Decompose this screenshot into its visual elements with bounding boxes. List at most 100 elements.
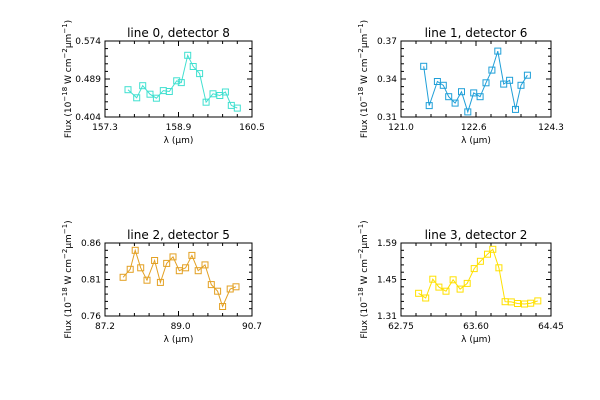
data-point	[232, 283, 240, 291]
y-tick-label: 0.404	[75, 113, 101, 123]
y-axis-label-part: −18	[357, 287, 365, 302]
y-axis-label-base: Flux (10	[64, 101, 74, 138]
y-axis-label-part: −1	[357, 23, 365, 33]
plot-frame	[400, 242, 552, 317]
chart-title: line 1, detector 6	[425, 26, 528, 40]
y-axis-label-part: )	[64, 220, 74, 224]
data-point	[143, 276, 151, 284]
y-axis-label-part: W cm	[360, 59, 370, 87]
data-point	[189, 63, 197, 70]
data-point	[439, 81, 447, 89]
x-tick-label: 122.6	[461, 123, 487, 133]
x-tick-label: 63.60	[463, 322, 489, 332]
data-point	[124, 86, 132, 94]
data-point	[177, 79, 185, 87]
data-point	[233, 104, 241, 112]
series-line	[423, 50, 528, 114]
x-axis-label: λ (μm)	[164, 335, 194, 345]
y-axis-label-part: W cm	[360, 259, 370, 287]
y-tick-label: 0.76	[81, 312, 101, 322]
data-point	[219, 303, 227, 310]
y-axis-label-part: W cm	[64, 259, 74, 287]
y-axis-label-part: −1	[61, 224, 69, 234]
chart-panel-2: line 2, detector 5 87.2 89.0 90.7 0.76 0.81 0.…	[61, 220, 262, 345]
data-point	[451, 99, 459, 107]
y-tick-label: 1.45	[377, 276, 397, 286]
y-tick-label: 0.34	[377, 75, 397, 85]
data-point	[476, 257, 484, 265]
data-point	[463, 279, 471, 287]
data-point	[435, 283, 443, 291]
data-point	[470, 89, 478, 97]
data-point	[484, 250, 491, 258]
x-tick-label: 64.45	[538, 322, 564, 332]
data-point	[514, 300, 521, 307]
y-axis-label-base: Flux (10	[360, 101, 370, 138]
data-point	[202, 98, 210, 106]
chart-panel-1: line 1, detector 6 121.0 122.6 124.3 0.31 0.3…	[357, 20, 564, 146]
data-point	[182, 264, 190, 272]
y-axis-label-part: −2	[61, 249, 69, 259]
data-point	[482, 79, 490, 87]
x-tick-label: 158.9	[166, 123, 192, 133]
data-point	[433, 78, 441, 85]
y-axis-label-part: )	[360, 220, 370, 224]
y-tick-label: 1.59	[377, 239, 397, 249]
plot-frame	[104, 40, 253, 118]
y-axis-label-part: −18	[357, 87, 365, 102]
data-point	[209, 90, 217, 98]
y-axis-label-part: W cm	[64, 59, 74, 87]
data-point	[512, 105, 519, 113]
x-tick-label: 89.0	[171, 322, 191, 332]
x-axis-label: λ (μm)	[461, 335, 491, 345]
data-point	[523, 71, 531, 79]
x-tick-label: 157.3	[92, 123, 118, 133]
data-point	[194, 267, 202, 275]
data-point	[488, 66, 496, 74]
data-point	[169, 253, 177, 261]
data-point	[126, 265, 134, 273]
x-tick-label: 62.75	[388, 322, 414, 332]
chart-title: line 0, detector 8	[127, 26, 230, 40]
y-axis-label: Flux (10−18 W cm−2μm−1)	[61, 20, 74, 138]
data-point	[201, 261, 209, 269]
data-point	[506, 76, 514, 84]
data-point	[500, 80, 508, 88]
y-tick-label: 0.37	[377, 37, 397, 47]
chart-title: line 2, detector 5	[127, 228, 230, 242]
y-axis-label-part: −2	[61, 48, 69, 58]
y-axis-label-part: −2	[357, 48, 365, 58]
y-tick-label: 0.81	[81, 276, 101, 286]
data-point	[442, 287, 450, 295]
x-tick-label: 121.0	[388, 123, 414, 133]
y-axis-label-part: μm	[64, 234, 74, 249]
series-line	[127, 53, 238, 109]
x-axis-label: λ (μm)	[164, 136, 194, 146]
data-point	[133, 94, 141, 102]
y-axis-label-part: −18	[61, 87, 69, 102]
data-point	[173, 77, 181, 85]
data-point	[131, 246, 139, 254]
data-point	[476, 93, 484, 101]
data-point	[429, 275, 437, 283]
data-point	[214, 287, 222, 295]
y-axis-label: Flux (10−18 W cm−2μm−1)	[357, 220, 370, 338]
y-axis-label-part: μm	[360, 234, 370, 249]
data-point	[445, 93, 453, 101]
data-point	[152, 94, 160, 102]
data-point	[151, 257, 159, 264]
data-point	[458, 88, 465, 96]
y-axis-label-base: Flux (10	[360, 302, 370, 339]
series-line	[418, 248, 538, 305]
data-point	[207, 281, 215, 289]
x-tick-label: 124.3	[538, 123, 564, 133]
data-point	[494, 47, 502, 55]
x-tick-label: 87.2	[95, 322, 115, 332]
data-point	[139, 82, 147, 90]
data-point	[119, 273, 127, 281]
y-tick-label: 0.86	[81, 239, 101, 249]
data-point	[464, 108, 472, 116]
y-axis-label-base: Flux (10	[64, 302, 74, 339]
y-axis-label-part: )	[360, 20, 370, 24]
